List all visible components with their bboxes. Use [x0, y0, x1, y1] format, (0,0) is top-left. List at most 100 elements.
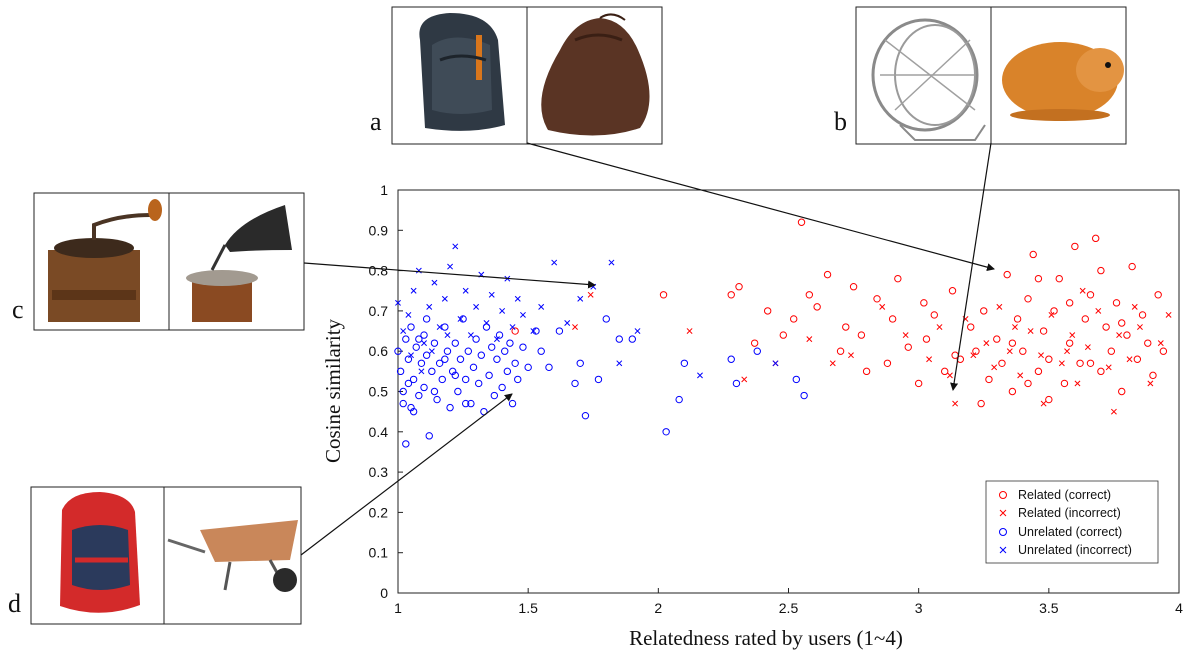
data-point	[495, 331, 504, 339]
data-point	[1097, 367, 1105, 376]
arrow-b	[950, 142, 992, 391]
data-point	[922, 335, 931, 343]
data-point	[879, 303, 886, 310]
data-point	[902, 332, 909, 339]
data-point	[805, 291, 814, 299]
data-point	[420, 331, 428, 339]
data-point	[772, 360, 779, 367]
data-point	[530, 328, 537, 335]
data-point	[519, 343, 527, 351]
data-point	[501, 347, 509, 355]
data-point	[472, 335, 480, 343]
data-point	[883, 359, 892, 367]
data-point	[425, 432, 433, 440]
y-tick-label: 0.3	[369, 464, 389, 480]
data-point	[1071, 242, 1079, 251]
image-panel-c: c	[12, 192, 305, 331]
data-point	[602, 315, 610, 323]
data-point	[462, 287, 469, 294]
data-point	[741, 376, 748, 383]
data-point	[498, 383, 506, 392]
data-point	[1039, 327, 1048, 335]
data-point	[914, 379, 923, 388]
data-point	[469, 363, 478, 372]
data-point	[948, 287, 957, 295]
data-point	[956, 355, 965, 363]
data-point	[537, 347, 545, 355]
data-point	[675, 395, 683, 404]
data-point	[1064, 348, 1071, 355]
data-point	[1045, 395, 1053, 404]
data-point	[888, 315, 897, 323]
data-point	[1012, 324, 1018, 330]
data-point	[823, 270, 832, 279]
data-point	[1086, 359, 1095, 367]
data-point	[428, 367, 436, 376]
data-point	[797, 218, 806, 226]
data-point	[1159, 347, 1168, 355]
data-point	[441, 323, 449, 331]
data-point	[1147, 380, 1154, 387]
data-point	[1050, 307, 1058, 315]
series-unrelated-correct	[394, 315, 808, 448]
data-point	[904, 343, 912, 351]
data-point	[581, 411, 590, 420]
data-point	[1118, 387, 1126, 396]
data-point	[572, 324, 578, 330]
hiking-backpack-icon	[60, 492, 140, 613]
data-point	[394, 347, 402, 355]
data-point	[400, 328, 407, 335]
data-point	[545, 363, 553, 372]
data-point	[727, 291, 735, 299]
legend-marker-unrelated-correct	[999, 528, 1007, 536]
data-point	[1027, 328, 1034, 335]
data-point	[421, 340, 427, 347]
data-point	[461, 375, 470, 384]
data-point	[732, 379, 741, 388]
guinea-pig-icon	[1002, 42, 1124, 121]
data-point	[1116, 332, 1123, 339]
data-point	[477, 351, 486, 359]
data-point	[857, 331, 866, 339]
y-tick-label: 0.9	[369, 222, 389, 238]
data-point	[1165, 311, 1172, 318]
data-point	[485, 371, 493, 380]
data-point	[418, 368, 425, 375]
data-point	[402, 440, 410, 448]
data-point	[936, 324, 943, 330]
data-point	[996, 303, 1003, 310]
data-point	[1034, 367, 1043, 376]
data-point	[444, 332, 451, 339]
data-point	[524, 363, 532, 372]
y-tick-label: 0.5	[369, 384, 389, 400]
data-point	[873, 295, 881, 303]
data-point	[520, 311, 526, 318]
data-point	[404, 355, 413, 363]
data-point	[564, 320, 571, 326]
panel-letter-b: b	[834, 107, 847, 136]
data-point	[1081, 315, 1089, 323]
data-point	[1157, 340, 1164, 347]
legend-marker-related-correct	[999, 491, 1007, 499]
data-point	[409, 407, 418, 416]
data-point	[483, 320, 490, 326]
data-point	[420, 383, 428, 392]
data-point	[1076, 359, 1084, 367]
data-point	[493, 355, 501, 363]
data-point	[441, 355, 449, 363]
data-point	[686, 328, 693, 335]
data-point	[983, 340, 990, 347]
x-tick-label: 1	[394, 600, 402, 616]
data-point	[753, 347, 761, 355]
data-point	[538, 303, 545, 310]
data-point	[750, 339, 759, 347]
panel-letter-a: a	[370, 107, 382, 136]
data-point	[488, 291, 495, 298]
data-point	[1131, 303, 1138, 310]
data-point	[404, 379, 413, 388]
data-point	[1006, 348, 1013, 355]
data-point	[412, 343, 420, 351]
data-point	[555, 327, 564, 335]
data-point	[616, 360, 623, 367]
data-point	[952, 400, 959, 407]
